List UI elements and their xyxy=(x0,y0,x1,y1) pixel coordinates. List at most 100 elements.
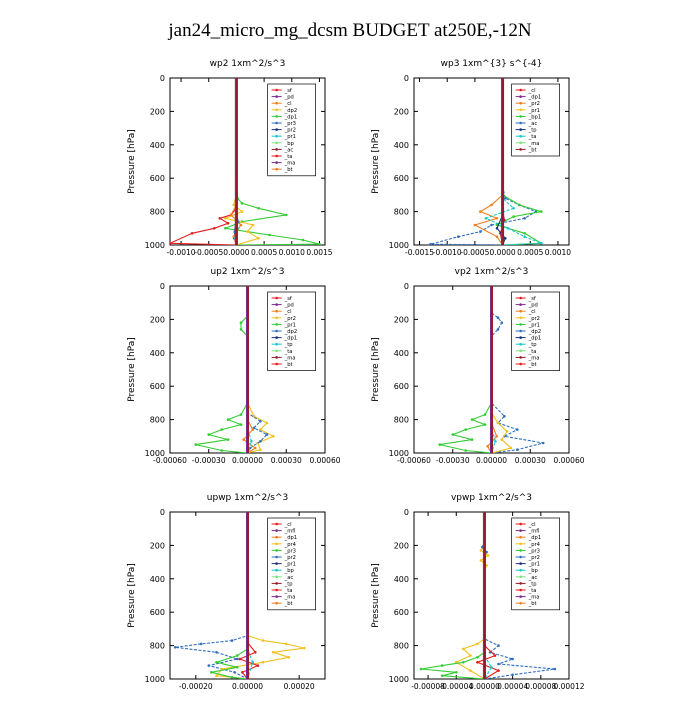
series-group xyxy=(194,286,275,453)
series-point-tp xyxy=(503,415,506,418)
panel-0: wp2 1xm^2/s^3 Pressure [hPa] 0 200 400 600 800… xyxy=(127,59,333,257)
legend-label: _pr2 xyxy=(528,101,540,107)
series-point-pr1 xyxy=(239,328,243,331)
series-point-ac xyxy=(484,217,488,220)
series-point-pr1 xyxy=(194,443,198,446)
series-point-pr2 xyxy=(287,656,291,659)
series-point-tp xyxy=(259,440,262,443)
legend-marker xyxy=(519,535,522,539)
x-tick-label: -0.00004 xyxy=(439,682,473,691)
series-point-pr1 xyxy=(470,438,474,441)
series-point-dp1 xyxy=(251,428,254,431)
x-tick-label: 0.0015 xyxy=(306,248,332,257)
figure-title: jan24_micro_mg_dcsm BUDGET at250E,-12N xyxy=(168,20,532,41)
series-line-pr1 xyxy=(439,286,493,453)
legend-label: _cl xyxy=(284,522,292,528)
legend-label: _cl xyxy=(284,309,292,315)
series-point-tp xyxy=(553,667,557,671)
series-point-pr2 xyxy=(259,428,262,431)
legend-label: _pr3 xyxy=(284,548,296,554)
series-line-tp xyxy=(490,286,544,453)
series-point-pr2 xyxy=(259,448,262,452)
series-point-pr2 xyxy=(495,217,499,220)
series-point-pr2 xyxy=(486,554,490,557)
x-tick-label: 0.00000 xyxy=(469,682,500,691)
legend-label: _tp xyxy=(284,342,294,348)
legend-label: _bp xyxy=(284,141,295,147)
x-tick-label: 0.00030 xyxy=(271,456,302,465)
x-tick-label: 0.00060 xyxy=(309,456,340,465)
x-tick-label: -0.0005 xyxy=(460,248,489,257)
legend-label: _pd xyxy=(284,95,294,101)
series-point-pr1 xyxy=(235,654,239,657)
legend-label: _ta xyxy=(284,588,293,594)
legend-label: _ta xyxy=(528,134,537,140)
y-tick-label: 1000 xyxy=(389,675,409,684)
series-point-tp xyxy=(511,673,514,677)
series-point-pr2 xyxy=(272,651,275,654)
series-group xyxy=(429,78,544,245)
series-point-dp1 xyxy=(251,223,255,227)
series-point-tp xyxy=(511,657,514,661)
series-point-pr2 xyxy=(303,646,306,650)
y-tick-label: 0 xyxy=(160,282,165,291)
series-point-tp xyxy=(233,671,236,674)
x-tick-label: -0.00008 xyxy=(411,682,445,691)
y-tick-label: 400 xyxy=(394,575,409,584)
y-tick-label: 1000 xyxy=(145,449,165,458)
legend-marker xyxy=(519,362,522,366)
series-point-pr1 xyxy=(464,449,468,452)
series-point-dp1 xyxy=(246,230,249,233)
legend-marker xyxy=(275,309,278,313)
legend-label: _sf xyxy=(284,296,292,302)
series-point-tp xyxy=(496,328,500,331)
legend-marker xyxy=(519,101,522,105)
series-point-pr1 xyxy=(215,661,218,664)
series-point-pr1 xyxy=(440,674,444,677)
series-point-pr1 xyxy=(239,423,243,426)
series-point-pr1 xyxy=(540,210,543,213)
x-tick-label: 0.00060 xyxy=(553,456,584,465)
legend-label: _dp1 xyxy=(284,535,297,541)
series-point-tp xyxy=(516,428,519,431)
legend-label: _ac xyxy=(528,575,538,581)
panel-title: upwp 1xm^2/s^3 xyxy=(207,493,288,503)
legend-marker xyxy=(275,562,278,565)
series-point-dp1 xyxy=(254,446,257,450)
series-point-pr1 xyxy=(318,242,321,245)
legend-marker xyxy=(275,362,278,366)
series-point-pr1 xyxy=(455,671,458,674)
legend-label: _bt xyxy=(528,362,537,368)
legend-marker xyxy=(519,555,522,559)
legend-label: _tp xyxy=(528,128,538,134)
legend-marker xyxy=(519,303,522,306)
y-tick-label: 600 xyxy=(394,382,409,391)
x-tick-label: 0.00000 xyxy=(476,456,507,465)
panel-title: wp2 1xm^2/s^3 xyxy=(210,59,286,69)
y-tick-label: 800 xyxy=(394,416,409,425)
series-point-ta xyxy=(504,237,507,240)
legend-label: _bt xyxy=(284,362,293,368)
series-point-dp1 xyxy=(476,661,479,664)
series-point-tp xyxy=(541,441,545,445)
legend-marker xyxy=(519,342,522,346)
panel-title: up2 1xm^2/s^3 xyxy=(210,267,284,277)
legend-label: _pr2 xyxy=(284,128,296,134)
y-tick-label: 200 xyxy=(150,315,165,324)
series-point-tp xyxy=(235,657,239,661)
legend-label: _dp1 xyxy=(284,114,297,120)
legend-marker xyxy=(275,95,278,98)
legend-marker xyxy=(519,568,522,572)
legend-marker xyxy=(519,108,522,112)
series-point-pr1 xyxy=(235,666,239,669)
series-point-pr1 xyxy=(285,213,288,217)
series-point-pr1 xyxy=(257,207,260,210)
series-point-dp1 xyxy=(224,217,227,220)
legend-marker xyxy=(275,575,278,579)
series-point-pr1 xyxy=(483,413,487,416)
legend-label: _ma xyxy=(528,595,540,601)
series-point-pr1 xyxy=(239,321,243,325)
panel-3: vp2 1xm^2/s^3 Pressure [hPa] 0 200 400 600 800… xyxy=(371,267,585,465)
legend-marker xyxy=(275,582,278,585)
series-point-pr2 xyxy=(272,435,275,438)
